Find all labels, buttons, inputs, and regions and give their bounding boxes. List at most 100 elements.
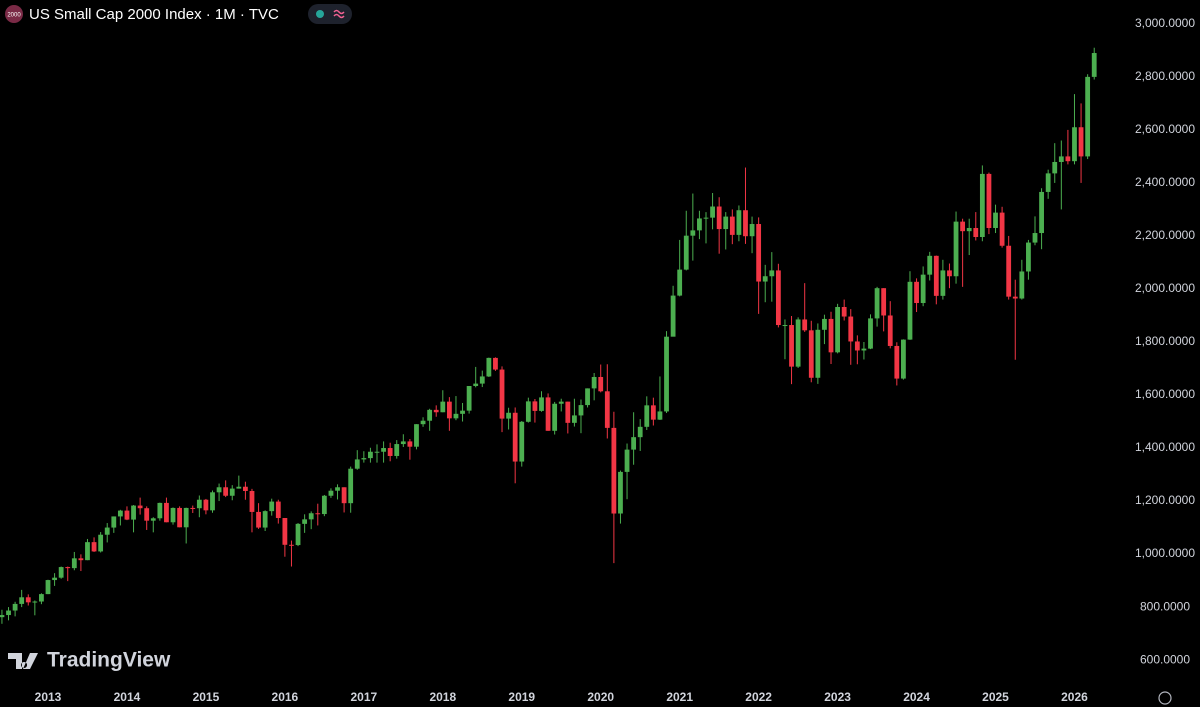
candle-body	[368, 451, 373, 459]
candle-body	[52, 577, 57, 581]
y-tick-label: 2,400.0000	[1135, 175, 1195, 189]
candle-body	[657, 411, 663, 420]
candle-body	[440, 401, 446, 413]
y-tick-label: 600.0000	[1140, 652, 1190, 666]
candle-body	[0, 615, 5, 618]
logo	[8, 653, 38, 669]
candle-body	[177, 507, 182, 528]
y-tick-label: 1,400.0000	[1135, 440, 1195, 454]
candle-body	[348, 468, 354, 504]
candle-body	[493, 357, 498, 370]
candle-body	[762, 276, 768, 282]
candle-body	[743, 210, 748, 237]
candle-body	[585, 388, 590, 406]
symbol-badge: 2000	[7, 13, 21, 19]
candle-body	[973, 227, 979, 238]
candle-body	[6, 610, 11, 616]
settings-icon[interactable]	[1158, 691, 1172, 705]
candle-body	[532, 401, 538, 411]
candle-body	[525, 401, 531, 422]
x-tick-label: 2023	[824, 690, 851, 704]
candle-body	[887, 315, 893, 346]
candle-body	[98, 534, 104, 552]
candle-body	[164, 502, 169, 523]
x-tick-label: 2026	[1061, 690, 1088, 704]
candle-body	[664, 336, 669, 412]
x-tick-label: 2022	[745, 690, 772, 704]
candle-body	[1019, 271, 1025, 299]
candle-body	[466, 385, 472, 411]
candle-body	[907, 281, 913, 340]
x-tick-label: 2018	[429, 690, 456, 704]
candle-body	[400, 441, 406, 445]
candle-body	[190, 507, 196, 509]
candle-body	[775, 270, 781, 326]
candle-body	[335, 487, 340, 491]
y-tick-label: 3,000.0000	[1135, 16, 1195, 30]
data-delay-icon	[333, 9, 345, 19]
candle-body	[854, 341, 860, 351]
candle-body	[453, 413, 459, 419]
candle-body	[552, 403, 558, 431]
candle-body	[249, 490, 255, 512]
candle-body	[315, 513, 321, 515]
candle-body	[940, 270, 946, 296]
candle-body	[868, 318, 873, 349]
x-tick-label: 2015	[193, 690, 220, 704]
candle-body	[841, 306, 847, 317]
candle-body	[58, 567, 64, 578]
candle-body	[558, 401, 564, 404]
candle-body	[236, 486, 242, 489]
candle-body	[427, 409, 433, 421]
candle-body	[131, 505, 136, 520]
candle-body	[591, 376, 597, 389]
candle-body	[302, 519, 308, 524]
candle-body	[545, 397, 551, 431]
candle-body	[19, 597, 25, 604]
candle-body	[881, 288, 887, 316]
candle-body	[229, 488, 235, 496]
candle-body	[111, 516, 117, 528]
candle-body	[986, 173, 992, 228]
candle-body	[210, 492, 215, 511]
candle-body	[433, 409, 439, 413]
candle-body	[901, 339, 906, 379]
x-tick-label: 2021	[666, 690, 693, 704]
candle-body	[25, 597, 31, 603]
candle-body	[835, 306, 840, 353]
candle-body	[828, 318, 834, 353]
x-tick-label: 2013	[35, 690, 62, 704]
candle-body	[710, 206, 715, 218]
candle-body	[473, 383, 479, 386]
candle-body	[703, 217, 709, 219]
candle-body	[32, 601, 38, 603]
candle-body	[519, 421, 525, 462]
candle-body	[822, 318, 827, 330]
y-tick-label: 2,800.0000	[1135, 69, 1195, 83]
candle-body	[894, 345, 900, 379]
status-pill[interactable]	[308, 4, 352, 24]
candle-body	[782, 325, 788, 327]
candle-body	[460, 410, 465, 414]
candle-body	[243, 486, 248, 491]
candle-body	[381, 448, 386, 452]
candle-body	[1058, 156, 1064, 162]
y-tick-label: 1,600.0000	[1135, 387, 1195, 401]
candle-body	[920, 274, 926, 304]
candle-body	[150, 518, 156, 521]
y-tick-label: 2,600.0000	[1135, 122, 1195, 136]
candle-body	[966, 227, 972, 232]
candle-body	[506, 412, 511, 419]
candle-body	[354, 459, 360, 469]
x-tick-label: 2025	[982, 690, 1009, 704]
candle-body	[947, 270, 952, 277]
candle-body	[420, 420, 426, 425]
chart-title: US Small Cap 2000 Index · 1M · TVC	[29, 6, 279, 23]
candle-body	[795, 319, 801, 367]
candle-body	[216, 487, 222, 493]
candle-body	[12, 603, 18, 611]
y-tick-label: 2,200.0000	[1135, 228, 1195, 242]
candle-body	[1006, 245, 1012, 297]
